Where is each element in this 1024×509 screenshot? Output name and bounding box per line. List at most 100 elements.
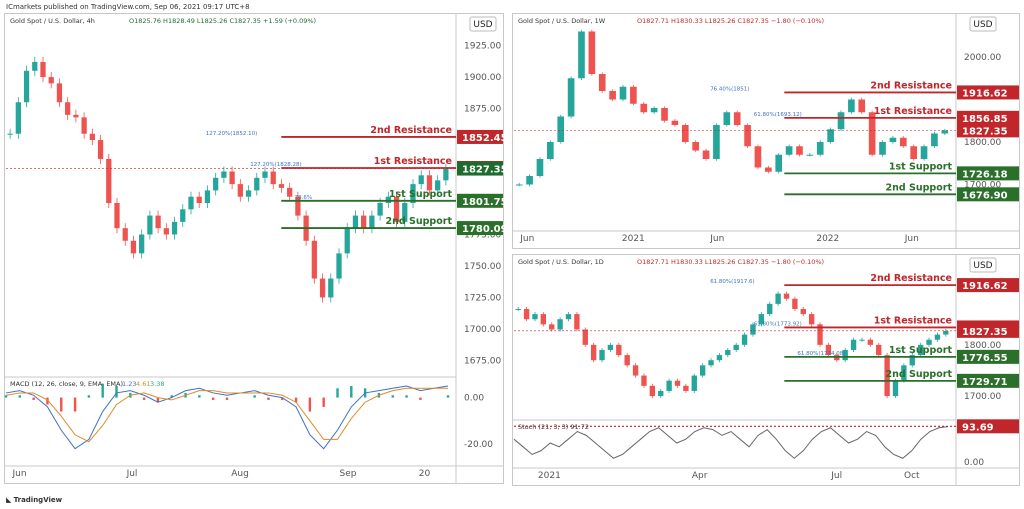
current-price-tag [957, 323, 1019, 338]
macd-histogram-bar [336, 388, 339, 398]
candle-body [344, 228, 350, 254]
candle-body [825, 344, 832, 356]
candle-body [557, 319, 563, 330]
macd-histogram-bar [115, 385, 118, 398]
candle-body [245, 190, 252, 197]
candle-body [641, 375, 647, 386]
macd-histogram-bar [308, 397, 312, 412]
candle-body [188, 196, 194, 210]
macd-histogram-bar [281, 397, 284, 400]
level-label: 2nd Support [886, 182, 953, 193]
candle-body [435, 180, 441, 191]
macd-histogram-bar [156, 397, 160, 403]
x-tick-label: Apr [692, 471, 708, 481]
indicator-value: 3.38 [150, 380, 164, 388]
candle-body [565, 314, 572, 320]
fib-annotation: 61.80%(1773.92) [754, 321, 802, 327]
candle-body [609, 91, 616, 100]
candle-body [713, 125, 720, 159]
candle-body [806, 154, 814, 156]
indicator-y-tick: -20.00 [464, 440, 493, 450]
brand-text: TradingView [13, 496, 63, 504]
level-label: 2nd Support [886, 369, 953, 380]
candle-body [827, 129, 834, 142]
candle-body [848, 99, 855, 113]
candle-body [725, 349, 731, 356]
x-tick-label: 20 [419, 469, 431, 479]
macd-histogram-bar [87, 395, 91, 398]
level-value-label: 1916.62 [962, 281, 1008, 292]
chart-title: Gold Spot / U.S. Dollar, 4h [10, 17, 95, 25]
current-price-tag [457, 161, 503, 176]
macd-histogram-bar [322, 397, 325, 407]
candle-body [229, 171, 235, 185]
candle-body [352, 215, 359, 229]
candle-body [681, 125, 689, 142]
level-value-tag [957, 373, 1019, 388]
macd-histogram-bar [170, 395, 173, 398]
level-value-label: 1780.09 [462, 224, 504, 235]
candle-body [716, 355, 723, 361]
candle-body [204, 190, 211, 203]
macd-histogram-bar [225, 397, 229, 400]
stoch-value-tag [957, 419, 1019, 434]
indicator-label: Stoch (21, 3, 3) 91.72 [518, 423, 589, 431]
macd-histogram-bar [405, 395, 408, 398]
level-label: 2nd Resistance [870, 273, 952, 284]
fib-annotation: 127.20%(1828.28) [250, 162, 302, 168]
candle-body [369, 215, 375, 229]
candle-body [754, 146, 762, 168]
candle-body [590, 344, 597, 361]
tradingview-brand: ◣ TradingView [6, 496, 63, 504]
candle-body [48, 77, 54, 84]
candle-body [931, 133, 938, 147]
candle-body [393, 196, 400, 222]
candle-body [858, 99, 866, 113]
candle-body [901, 365, 907, 381]
candle-body [733, 112, 741, 125]
fib-annotation: 78.6% [295, 195, 312, 201]
y-tick-label: 1725.00 [464, 293, 501, 303]
current-price-label: 1827.35 [962, 327, 1008, 338]
candle-body [765, 167, 772, 172]
level-value-label: 1729.71 [962, 377, 1008, 388]
candle-body [23, 70, 30, 103]
y-tick-label: 1675.00 [464, 356, 501, 366]
candle-body [139, 234, 145, 254]
candle-body [941, 130, 949, 134]
candle-body [917, 344, 924, 356]
candle-body [808, 314, 815, 325]
candle-body [40, 61, 46, 78]
chart-1d: Gold Spot / U.S. Dollar, 1D O1827.71 H183… [512, 254, 1020, 486]
candle-body [943, 331, 949, 335]
candle-body [876, 344, 882, 356]
y-tick-label: 1900.00 [464, 73, 501, 83]
candle-body [926, 339, 932, 345]
stoch-value-label: 93.69 [962, 422, 994, 433]
macd-histogram-bar [60, 397, 63, 412]
x-tick-label: 2021 [538, 471, 561, 481]
x-tick-label: 2022 [816, 234, 839, 244]
candle-body [81, 117, 87, 134]
candle-body [56, 83, 63, 103]
candle-body [270, 171, 276, 185]
candle-body [106, 158, 112, 203]
candle-body [582, 329, 588, 345]
candle-body [361, 215, 367, 229]
macd-histogram-bar [253, 395, 256, 398]
ohlc-readout: O1827.71 H1830.33 L1825.26 C1827.35 −1.8… [637, 17, 824, 25]
current-price-tag [957, 123, 1019, 138]
level-value-tag [957, 278, 1019, 293]
y-tick-label: 1700.00 [964, 392, 1001, 402]
candle-body [702, 150, 710, 159]
candle-body [540, 314, 547, 325]
candle-body [796, 146, 803, 155]
macd-histogram-bar [267, 397, 270, 400]
candle-body [775, 293, 781, 304]
candle-body [163, 228, 169, 235]
candle-body [385, 196, 391, 203]
currency-box [969, 257, 997, 273]
candle-body [73, 114, 79, 118]
level-value-tag [457, 129, 503, 144]
candle-body [515, 308, 521, 310]
